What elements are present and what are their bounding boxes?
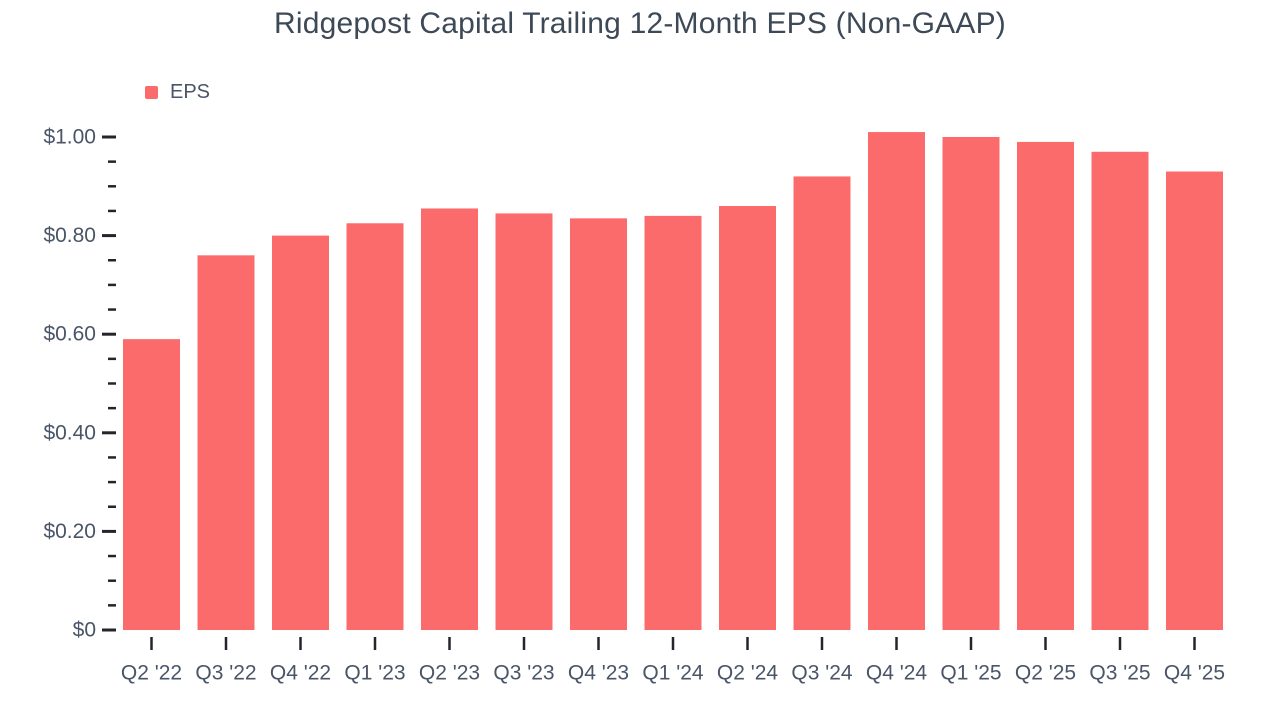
x-axis-labels: Q2 '22 Q3 '22 Q4 '22 Q1 '23 Q2 '23 Q3 '23 Q4 '…: [121, 662, 1225, 685]
bar: [719, 206, 776, 630]
x-axis-label: Q4 '23: [568, 662, 629, 685]
bar: [197, 255, 255, 630]
bar: [1017, 141, 1074, 630]
y-axis-labels: $0 $0.20 $0.40 $0.60 $0.80 $1.00: [43, 126, 96, 642]
x-axis-label: Q4 '22: [270, 662, 331, 685]
x-axis-label: Q3 '23: [493, 662, 554, 685]
chart-title: Ridgepost Capital Trailing 12-Month EPS …: [274, 7, 1006, 40]
x-axis-label: Q2 '23: [419, 662, 480, 685]
bar: [1091, 151, 1149, 631]
x-axis-label: Q1 '25: [940, 662, 1001, 685]
x-axis-label: Q1 '23: [344, 662, 405, 685]
bar: [570, 218, 627, 630]
x-axis-label: Q3 '25: [1089, 662, 1150, 685]
bar: [644, 215, 702, 630]
x-axis-label: Q2 '25: [1015, 662, 1076, 685]
x-axis-label: Q4 '24: [866, 662, 928, 685]
bar: [1166, 171, 1223, 630]
x-axis-label: Q3 '22: [195, 662, 256, 685]
y-axis-label: $0.80: [43, 224, 96, 247]
x-axis-label: Q3 '24: [791, 662, 853, 685]
y-axis-label: $0.20: [43, 520, 96, 543]
x-axis-ticks: [150, 637, 1196, 650]
legend-label-eps: EPS: [170, 81, 211, 103]
bar: [868, 132, 925, 630]
bar: [346, 223, 404, 630]
x-axis-label: Q1 '24: [642, 662, 704, 685]
y-axis-label: $0: [73, 619, 96, 642]
x-axis-label: Q2 '22: [121, 662, 182, 685]
legend: EPS: [145, 81, 210, 104]
bar: [421, 208, 478, 631]
y-axis-ticks: [102, 135, 116, 632]
bars: [123, 132, 1223, 631]
bar: [793, 176, 851, 630]
bar: [123, 339, 180, 630]
legend-swatch-eps: [145, 86, 158, 99]
bar: [495, 213, 553, 631]
bar: [942, 137, 1000, 630]
x-axis-label: Q2 '24: [717, 662, 779, 685]
bar: [272, 235, 329, 630]
x-axis-label: Q4 '25: [1164, 662, 1225, 685]
y-axis-label: $0.60: [43, 323, 96, 346]
y-axis-label: $0.40: [43, 421, 96, 444]
y-axis-label: $1.00: [43, 126, 96, 149]
